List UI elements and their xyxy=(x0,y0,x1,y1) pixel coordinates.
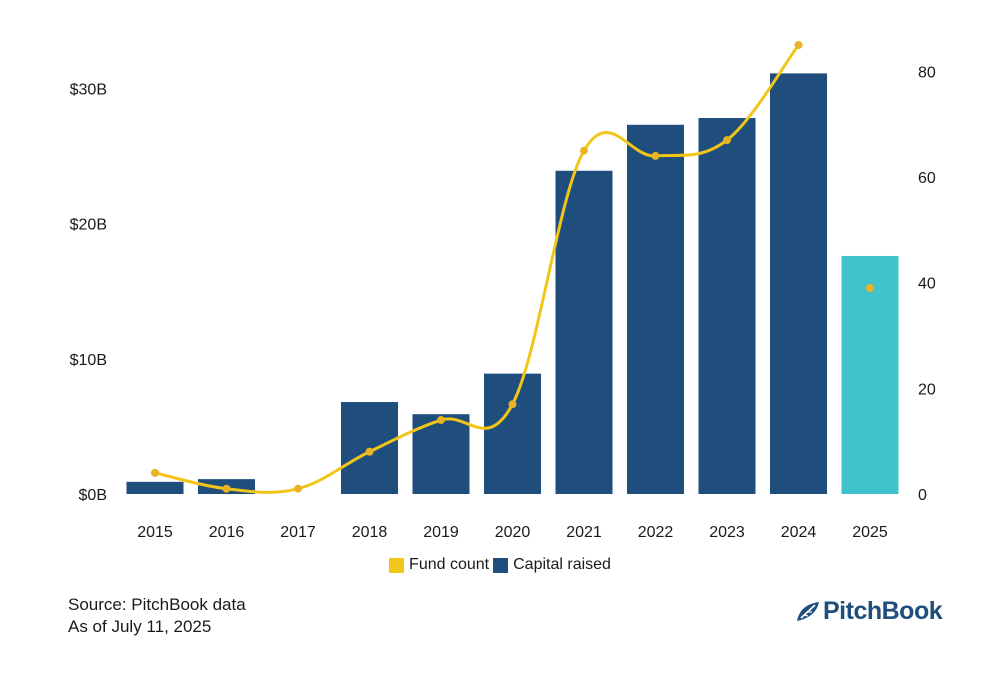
left-tick-1: $10B xyxy=(70,352,107,369)
fund-count-point-2017 xyxy=(294,484,302,493)
fund-count-point-2022 xyxy=(651,151,660,160)
x-tick-2018: 2018 xyxy=(352,524,388,541)
x-tick-2024: 2024 xyxy=(781,524,817,541)
left-tick-2: $20B xyxy=(70,217,107,234)
x-tick-2020: 2020 xyxy=(495,524,531,541)
x-tick-2015: 2015 xyxy=(137,524,173,541)
legend-label-fund-count: Fund count xyxy=(409,556,490,573)
right-tick-3: 60 xyxy=(918,170,936,187)
as-of-date: As of July 11, 2025 xyxy=(68,617,212,636)
bar-2020 xyxy=(484,373,541,494)
pitchbook-logo: PitchBook xyxy=(795,597,943,626)
fund-count-point-2020 xyxy=(508,400,517,409)
right-tick-4: 80 xyxy=(918,64,936,81)
legend-label-capital-raised: Capital raised xyxy=(513,556,611,573)
legend-item-fund-count: Fund count xyxy=(389,556,489,574)
left-tick-0: $0B xyxy=(79,487,107,504)
fund-count-point-2019 xyxy=(437,416,445,425)
bar-2015 xyxy=(126,481,184,494)
chart: 2015 2016 2017 2018 2019 2020 2021 2022 2023 2024… xyxy=(70,41,936,541)
x-tick-2021: 2021 xyxy=(566,524,602,541)
bar-2022 xyxy=(627,124,684,494)
x-tick-2017: 2017 xyxy=(280,524,316,541)
bar-2023 xyxy=(698,118,756,494)
left-tick-3: $30B xyxy=(70,81,107,98)
right-tick-0: 0 xyxy=(918,487,927,504)
source-note: Source: PitchBook data As of July 11, 20… xyxy=(68,594,246,638)
x-tick-2022: 2022 xyxy=(638,524,674,541)
x-tick-2025: 2025 xyxy=(852,524,888,541)
pitchbook-leaf-icon xyxy=(797,601,819,621)
bar-2024 xyxy=(770,73,827,494)
fund-count-point-2025 xyxy=(866,283,874,292)
fund-count-point-2024 xyxy=(794,41,803,49)
x-tick-2016: 2016 xyxy=(209,524,245,541)
legend-swatch-fund-count xyxy=(389,557,405,573)
legend-swatch-capital-raised xyxy=(493,557,509,573)
fund-count-point-2018 xyxy=(365,447,374,456)
fund-count-point-2023 xyxy=(723,136,731,145)
x-tick-2019: 2019 xyxy=(423,524,459,541)
legend-item-capital-raised: Capital raised xyxy=(493,556,611,574)
brand-name: PitchBook xyxy=(823,597,943,625)
fund-count-point-2015 xyxy=(151,468,159,477)
fund-count-point-2016 xyxy=(222,484,231,493)
bar-2021 xyxy=(555,170,613,494)
source-text: Source: PitchBook data xyxy=(68,595,246,614)
right-tick-2: 40 xyxy=(918,276,936,293)
legend: Fund count Capital raised xyxy=(0,556,1000,574)
bar-2025 xyxy=(841,255,899,494)
x-tick-2023: 2023 xyxy=(709,524,745,541)
right-tick-1: 20 xyxy=(918,381,936,398)
fund-count-point-2021 xyxy=(580,146,588,155)
